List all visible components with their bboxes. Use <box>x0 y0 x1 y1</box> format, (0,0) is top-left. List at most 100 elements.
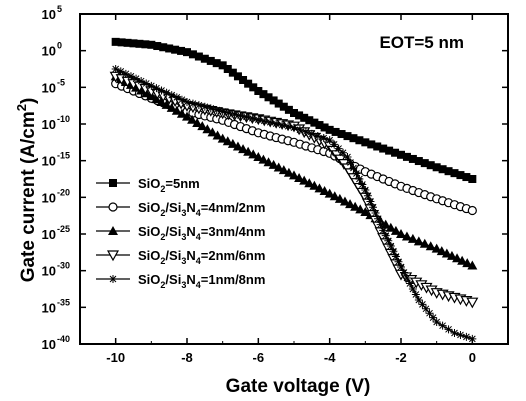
data-point <box>391 148 400 157</box>
data-point <box>194 101 203 110</box>
data-point <box>405 279 414 288</box>
data-point <box>358 180 367 189</box>
data-point <box>391 252 400 261</box>
data-point <box>263 157 274 167</box>
data-point <box>243 146 254 156</box>
legend-label: SiO2/Si3N4=4nm/2nm <box>138 200 265 218</box>
data-point <box>192 117 203 127</box>
data-point <box>227 138 238 148</box>
data-point <box>368 203 377 212</box>
data-point <box>456 171 465 180</box>
legend-label: SiO2=5nm <box>138 176 200 194</box>
data-point <box>228 68 237 77</box>
data-point <box>207 127 218 137</box>
data-point <box>379 144 388 153</box>
data-point <box>218 61 227 70</box>
data-point <box>166 102 177 112</box>
data-point <box>279 102 288 111</box>
y-tick-exponent: -25 <box>57 224 70 234</box>
data-point <box>301 127 310 136</box>
data-point <box>414 157 423 166</box>
y-tick-exponent: -35 <box>57 297 70 307</box>
data-point <box>239 76 248 84</box>
data-point <box>183 48 191 57</box>
data-point <box>429 313 438 322</box>
data-point <box>446 250 457 260</box>
data-point <box>290 109 298 117</box>
data-point <box>320 123 329 132</box>
legend-entry: SiO2/Si3N4=2nm/6nm <box>96 248 265 266</box>
data-point <box>314 183 325 193</box>
data-point <box>157 86 166 95</box>
data-point <box>329 191 340 201</box>
data-point <box>254 115 263 124</box>
data-point <box>385 222 396 232</box>
x-tick-label: -6 <box>253 350 265 365</box>
data-point <box>371 209 380 218</box>
y-tick-label: 10 <box>42 44 56 59</box>
data-point <box>142 79 151 88</box>
data-point <box>304 178 315 188</box>
data-point <box>187 114 198 124</box>
data-point <box>350 201 361 211</box>
data-point <box>418 300 427 309</box>
data-point <box>420 159 429 168</box>
data-point <box>171 45 180 54</box>
data-point <box>402 274 411 282</box>
data-point <box>284 122 293 131</box>
data-point <box>248 114 257 123</box>
data-point <box>152 84 161 93</box>
data-point <box>200 102 209 111</box>
y-tick-label: 10 <box>42 154 56 169</box>
data-point <box>408 285 417 293</box>
data-point <box>432 318 441 326</box>
legend-marker <box>109 179 117 187</box>
data-point <box>349 164 358 172</box>
series-5 <box>111 65 477 343</box>
data-point <box>467 205 477 216</box>
data-point <box>355 204 366 214</box>
data-point <box>126 72 135 81</box>
data-point <box>363 191 372 200</box>
data-point <box>305 116 314 125</box>
data-point <box>177 95 186 104</box>
y-tick-label: 10 <box>42 117 56 132</box>
data-point <box>202 124 213 134</box>
data-point <box>436 246 447 256</box>
data-point <box>147 81 156 90</box>
data-point <box>165 44 174 53</box>
data-point <box>394 257 403 266</box>
data-point <box>129 39 138 48</box>
data-point <box>295 111 304 120</box>
y-tick-exponent: 0 <box>57 41 62 51</box>
data-point <box>232 141 243 151</box>
x-tick-label: -8 <box>181 350 193 365</box>
data-point <box>182 111 192 121</box>
data-point <box>188 99 197 108</box>
data-point <box>176 108 187 118</box>
data-point <box>161 99 172 109</box>
legend-marker <box>106 250 120 262</box>
eot-annotation: EOT=5 nm <box>379 33 464 52</box>
data-point <box>390 225 401 235</box>
data-point <box>294 172 305 182</box>
data-point <box>212 130 223 140</box>
data-point <box>343 132 352 141</box>
data-point <box>366 197 375 206</box>
data-point <box>153 42 162 51</box>
data-point <box>421 304 430 313</box>
data-point <box>334 193 345 203</box>
data-point <box>230 110 239 119</box>
data-point <box>431 243 442 253</box>
data-point <box>117 38 126 47</box>
data-point <box>441 248 452 258</box>
data-point <box>334 144 343 153</box>
data-point <box>399 268 408 277</box>
data-point <box>468 175 477 183</box>
series-1 <box>111 37 477 183</box>
data-point <box>249 83 258 92</box>
data-point <box>324 188 335 198</box>
y-tick-exponent: -15 <box>57 151 70 161</box>
data-point <box>355 136 364 145</box>
data-point <box>147 40 156 49</box>
